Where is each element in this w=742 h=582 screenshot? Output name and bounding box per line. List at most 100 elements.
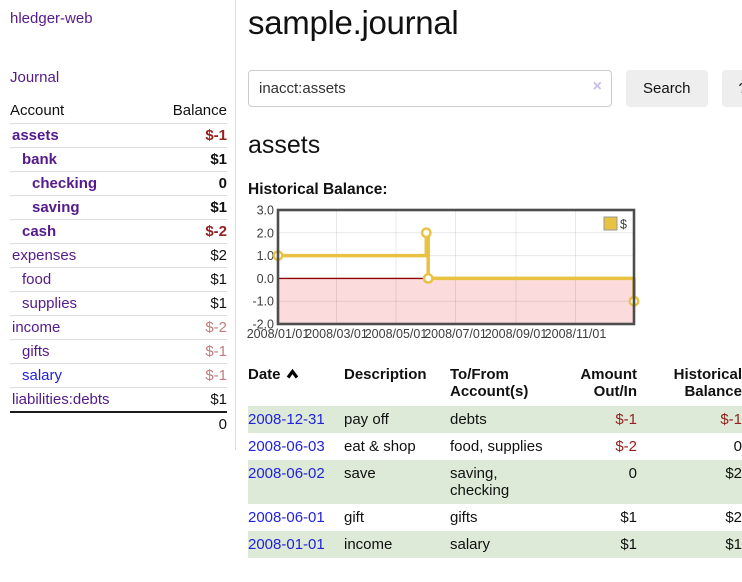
legend-label: $: [620, 218, 627, 232]
account-balance: $-1: [205, 127, 227, 144]
account-row: income $-2: [10, 315, 227, 340]
transaction-balance: $2: [725, 509, 742, 526]
accounts-header-row: Account Balance: [10, 99, 227, 124]
account-row: liabilities:debts $1: [10, 387, 227, 413]
account-heading: assets: [248, 131, 321, 159]
x-tick-label: 2008/09/01: [485, 327, 548, 341]
chart-negative-region: [278, 278, 634, 324]
transaction-balance: 0: [733, 438, 742, 455]
transaction-balance: $-1: [649, 406, 742, 433]
x-tick-label: 2008/01/01: [247, 327, 310, 341]
account-link[interactable]: income: [12, 319, 61, 336]
account-balance: $-2: [205, 319, 227, 336]
transaction-date-link[interactable]: 2008-01-01: [248, 536, 325, 553]
account-balance: $2: [210, 247, 227, 264]
transaction-row: 2008-06-03 eat & shop food, supplies $-2 0: [248, 433, 742, 460]
transaction-row: 2008-06-01 gift gifts $1 $2: [248, 504, 742, 531]
transaction-description: save: [344, 460, 450, 504]
sidebar-item-journal[interactable]: Journal: [10, 69, 60, 86]
account-balance: $-2: [205, 223, 227, 240]
account-row: salary $-1: [10, 363, 227, 388]
transaction-amount: $-2: [615, 438, 637, 455]
account-link[interactable]: assets: [12, 127, 59, 144]
account-row: bank $1: [10, 147, 227, 172]
transaction-amount: $-1: [568, 406, 649, 433]
sidebar: hledger-web Journal Account Balance asse…: [0, 0, 236, 450]
transaction-accounts: gifts: [450, 509, 478, 526]
register-table: Date Description To/From Account(s) Amou…: [248, 362, 742, 558]
transaction-date-link[interactable]: 2008-06-03: [248, 438, 325, 455]
transaction-description: pay off: [344, 406, 450, 433]
account-link[interactable]: liabilities:debts: [12, 391, 110, 408]
transaction-row: 2008-06-02 save saving, checking 0 $2: [248, 460, 742, 504]
transaction-amount: $1: [620, 509, 637, 526]
account-row: food $1: [10, 267, 227, 292]
account-link[interactable]: salary: [22, 367, 63, 384]
account-link[interactable]: expenses: [12, 247, 77, 264]
transaction-balance: $2: [649, 460, 742, 504]
main-content: sample.journal × Search ? assets Histori…: [236, 0, 742, 578]
account-balance: 0: [218, 175, 227, 192]
transaction-date-link[interactable]: 2008-12-31: [248, 411, 325, 428]
y-tick-label: 0.0: [257, 272, 274, 286]
y-tick-label: -2.0: [252, 318, 274, 332]
accounts-total-row: 0: [10, 412, 227, 436]
account-row: cash $-2: [10, 219, 227, 244]
help-button[interactable]: ?: [721, 70, 742, 107]
transaction-row: 2008-01-01 income salary $1 $1: [248, 531, 742, 558]
transaction-description: gift: [344, 509, 365, 526]
account-balance: $-1: [205, 343, 227, 360]
transaction-date-link[interactable]: 2008-06-02: [248, 465, 325, 482]
transaction-accounts: salary: [450, 531, 568, 558]
y-tick-label: 2.0: [257, 226, 274, 240]
account-link[interactable]: bank: [22, 151, 58, 168]
transaction-amount: 0: [568, 460, 649, 504]
register-col-amount: Amount Out/In: [580, 366, 637, 400]
register-col-date[interactable]: Date: [248, 362, 344, 406]
register-col-balance: Historical Balance: [673, 366, 742, 400]
account-link[interactable]: cash: [22, 223, 57, 240]
account-balance: $-1: [205, 367, 227, 384]
account-row: assets $-1: [10, 123, 227, 148]
transaction-date-link[interactable]: 2008-06-01: [248, 509, 325, 526]
search-button[interactable]: Search: [626, 70, 708, 107]
y-tick-label: 1.0: [257, 249, 274, 263]
account-row: checking 0: [10, 171, 227, 196]
account-balance: $1: [210, 391, 227, 408]
accounts-col-balance: Balance: [172, 102, 227, 119]
register-col-accounts: To/From Account(s): [450, 366, 529, 400]
search-form: × Search ?: [248, 70, 742, 107]
clear-search-icon[interactable]: ×: [592, 78, 602, 95]
account-row: supplies $1: [10, 291, 227, 316]
legend-swatch: [603, 216, 618, 231]
data-point-marker: [420, 227, 432, 239]
sort-ascending-icon: [286, 368, 298, 379]
account-link[interactable]: checking: [32, 175, 98, 192]
account-balance: $1: [210, 295, 227, 312]
account-link[interactable]: food: [22, 271, 52, 288]
y-tick-label: 3.0: [257, 204, 274, 218]
search-input[interactable]: [248, 70, 612, 107]
plot-border: [276, 208, 636, 326]
accounts-total-value: 0: [218, 416, 227, 433]
transaction-accounts: food, supplies: [450, 438, 543, 455]
app-title-link[interactable]: hledger-web: [10, 10, 93, 27]
x-tick-label: 2008/05/01: [365, 327, 428, 341]
account-link[interactable]: gifts: [22, 343, 50, 360]
transaction-description: eat & shop: [344, 438, 416, 455]
account-link[interactable]: supplies: [22, 295, 78, 312]
transaction-accounts: debts: [450, 406, 568, 433]
account-balance: $1: [210, 151, 227, 168]
transaction-accounts: saving, checking: [450, 460, 568, 504]
transaction-description: income: [344, 531, 450, 558]
accounts-table: Account Balance assets $-1 bank $1 checking 0…: [10, 99, 227, 436]
register-col-description: Description: [344, 366, 427, 383]
x-tick-label: 2008/11/01: [545, 327, 607, 341]
transaction-amount: $1: [568, 531, 649, 558]
account-row: gifts $-1: [10, 339, 227, 364]
x-tick-label: 2008/03/01: [305, 327, 368, 341]
account-link[interactable]: saving: [32, 199, 80, 216]
account-balance: $1: [210, 271, 227, 288]
transaction-balance: $1: [649, 531, 742, 558]
